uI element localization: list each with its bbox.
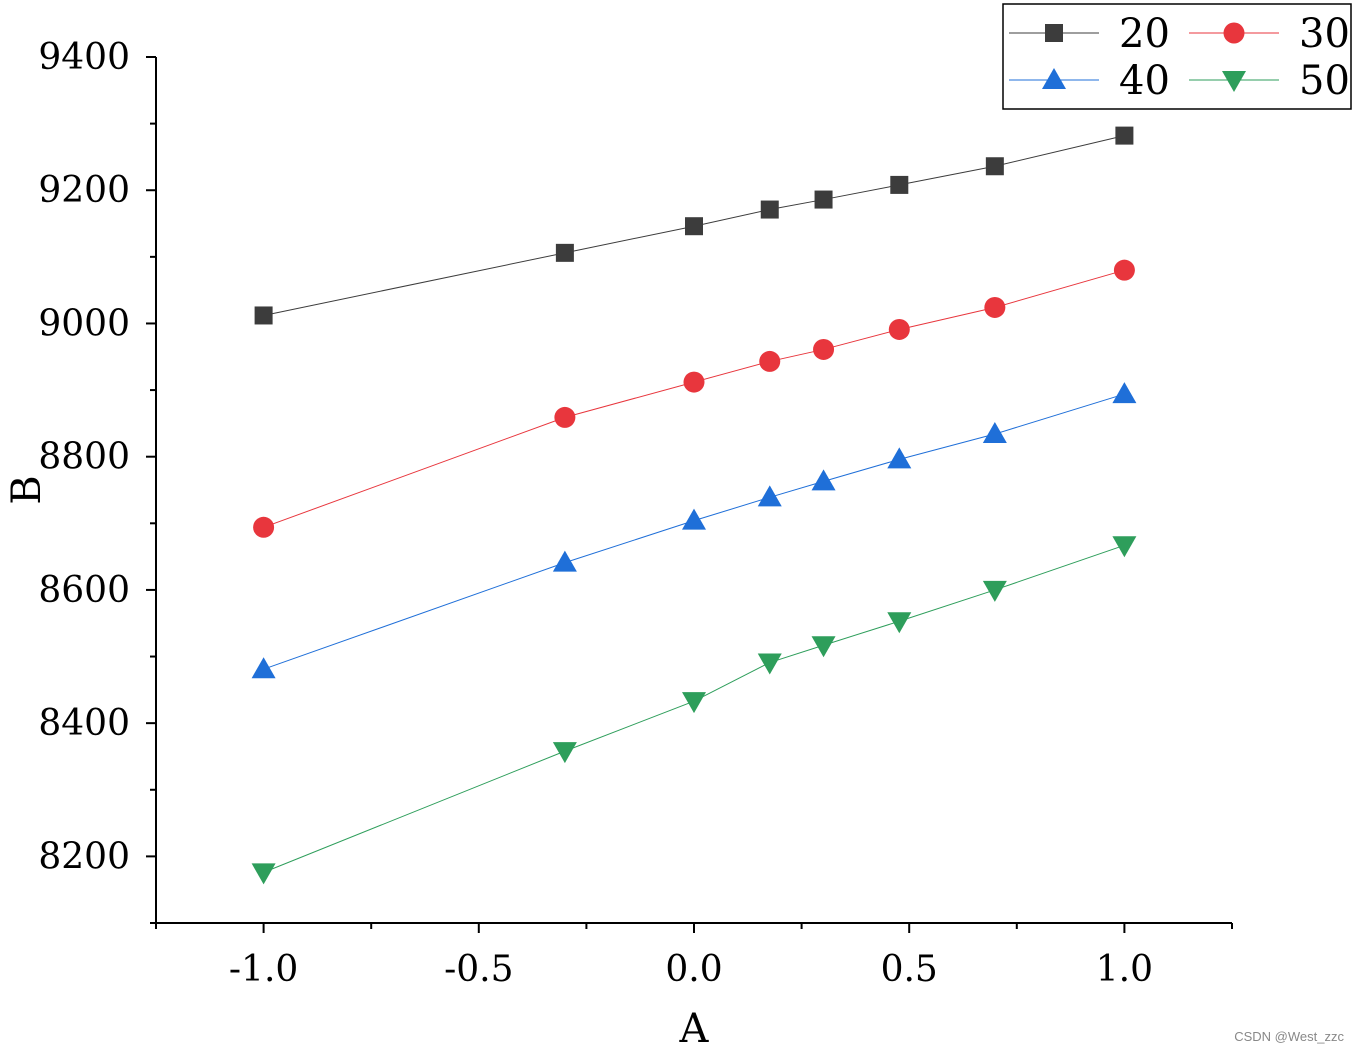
legend-label-20: 20 — [1119, 11, 1170, 57]
y-tick-label: 8600 — [38, 570, 130, 611]
data-point-30 — [984, 296, 1006, 318]
data-point-40 — [887, 447, 912, 469]
data-point-20 — [254, 306, 273, 325]
data-point-30 — [888, 318, 910, 340]
y-tick-label: 9400 — [38, 37, 130, 78]
series-30 — [253, 259, 1135, 538]
data-point-30 — [759, 350, 781, 372]
x-tick-label: 0.0 — [665, 949, 722, 990]
axes — [155, 57, 1232, 924]
legend-marker-40 — [1042, 68, 1066, 89]
data-point-20 — [985, 157, 1004, 176]
series-40 — [251, 382, 1137, 679]
series-line-40 — [263, 393, 1125, 670]
data-point-30 — [1113, 259, 1135, 281]
legend-marker-30 — [1223, 22, 1245, 44]
series-layer — [251, 126, 1137, 885]
series-50 — [251, 536, 1137, 885]
data-point-30 — [253, 516, 275, 538]
data-point-40 — [552, 550, 577, 572]
data-point-50 — [811, 636, 836, 658]
data-point-40 — [1112, 382, 1137, 404]
legend: 20 30 40 50 — [1002, 3, 1352, 110]
data-point-40 — [982, 422, 1007, 444]
y-tick-label: 9000 — [38, 303, 130, 344]
legend-box — [1002, 3, 1352, 110]
data-point-20 — [760, 200, 779, 219]
data-point-20 — [814, 190, 833, 209]
data-point-20 — [1115, 126, 1134, 145]
y-axis-title: B — [4, 475, 50, 504]
series-line-20 — [263, 135, 1125, 316]
data-point-20 — [890, 175, 909, 194]
series-line-50 — [263, 544, 1125, 873]
data-point-50 — [251, 863, 276, 885]
data-point-40 — [682, 508, 706, 530]
data-point-50 — [682, 692, 706, 714]
data-point-50 — [982, 580, 1007, 602]
y-tick-label: 9200 — [38, 170, 130, 211]
data-point-50 — [552, 742, 577, 764]
data-point-40 — [811, 469, 836, 491]
y-tick-label: 8200 — [38, 836, 130, 877]
y-tick-label: 8400 — [38, 703, 130, 744]
x-axis-title: A — [679, 1006, 710, 1051]
legend-marker-50 — [1222, 71, 1246, 92]
legend-label-40: 40 — [1119, 58, 1170, 104]
data-point-30 — [554, 406, 576, 428]
legend-marker-20 — [1045, 24, 1063, 42]
x-tick-label: 1.0 — [1096, 949, 1153, 990]
data-point-50 — [1112, 536, 1137, 558]
legend-label-50: 50 — [1299, 58, 1350, 104]
data-point-30 — [813, 338, 835, 360]
data-point-50 — [887, 612, 912, 634]
data-point-40 — [757, 485, 782, 507]
y-tick-label: 8800 — [38, 437, 130, 478]
legend-label-30: 30 — [1299, 11, 1350, 57]
x-tick-label: -0.5 — [444, 949, 513, 990]
ticks: 8200 8400 8600 8800 9000 9200 9400 -1.0 -0.5 0.0 0… — [38, 37, 1233, 990]
x-tick-label: 0.5 — [881, 949, 938, 990]
data-point-40 — [251, 657, 276, 679]
data-point-30 — [683, 371, 705, 393]
series-20 — [254, 126, 1134, 325]
data-point-50 — [757, 653, 782, 675]
watermark: CSDN @West_zzc — [1234, 1029, 1344, 1044]
data-point-20 — [555, 243, 574, 262]
data-point-20 — [685, 217, 703, 236]
series-line-30 — [263, 269, 1125, 528]
x-tick-label: -1.0 — [229, 949, 298, 990]
